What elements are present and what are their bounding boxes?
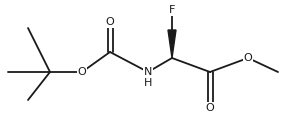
Text: O: O	[244, 53, 252, 63]
Text: H: H	[144, 78, 152, 88]
Text: N: N	[144, 67, 152, 77]
Text: F: F	[169, 5, 175, 15]
Text: O: O	[106, 17, 114, 27]
Text: O: O	[206, 103, 214, 113]
Text: O: O	[78, 67, 86, 77]
Polygon shape	[168, 30, 176, 58]
